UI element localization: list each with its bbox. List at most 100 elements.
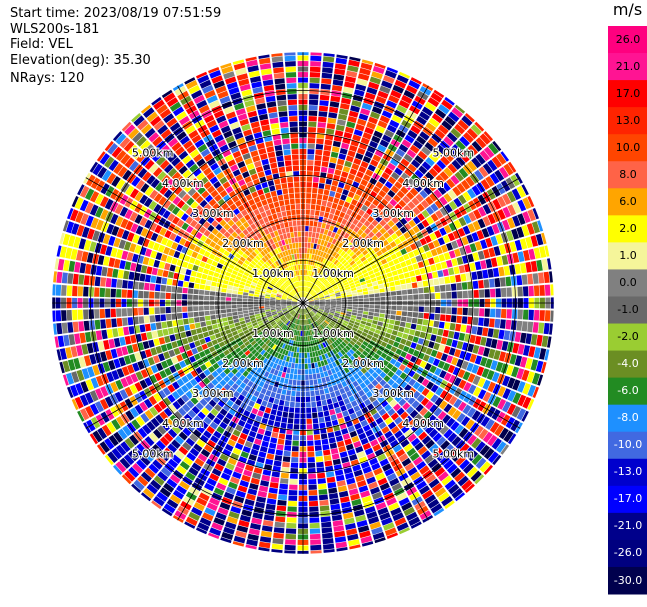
velocity-gate: [315, 327, 319, 333]
velocity-gate: [292, 303, 298, 305]
velocity-gate: [451, 144, 462, 155]
velocity-gate: [134, 404, 144, 415]
velocity-gate: [213, 272, 220, 278]
velocity-gate: [306, 182, 312, 188]
velocity-gate: [238, 519, 250, 528]
velocity-gate: [288, 339, 292, 346]
velocity-gate: [291, 346, 295, 352]
velocity-gate: [492, 198, 502, 210]
velocity-gate: [456, 358, 464, 368]
velocity-gate: [178, 325, 185, 332]
velocity-gate: [290, 322, 294, 328]
velocity-gate: [183, 281, 189, 288]
velocity-gate: [212, 324, 218, 330]
velocity-gate: [255, 315, 261, 320]
velocity-gate: [347, 173, 356, 181]
velocity-gate: [107, 451, 118, 463]
velocity-gate: [223, 231, 231, 239]
velocity-gate: [336, 300, 342, 302]
velocity-gate: [435, 210, 444, 219]
velocity-gate: [299, 308, 302, 314]
velocity-gate: [403, 231, 411, 240]
velocity-gate: [343, 246, 350, 253]
velocity-gate: [442, 329, 449, 338]
velocity-gate: [137, 236, 145, 246]
velocity-gate: [413, 140, 423, 150]
velocity-gate: [377, 507, 389, 516]
velocity-gate: [171, 171, 181, 181]
velocity-gate: [480, 179, 491, 190]
velocity-gate: [260, 275, 267, 280]
velocity-gate: [335, 474, 345, 482]
velocity-gate: [185, 269, 192, 276]
velocity-gate: [500, 151, 510, 162]
velocity-gate: [412, 263, 419, 270]
velocity-gate: [89, 354, 97, 365]
velocity-gate: [272, 403, 279, 410]
velocity-gate: [271, 312, 278, 316]
velocity-gate: [319, 505, 330, 512]
velocity-gate: [368, 290, 374, 295]
velocity-gate: [310, 243, 314, 249]
velocity-gate: [189, 447, 200, 457]
velocity-gate: [532, 386, 539, 398]
velocity-gate: [223, 215, 231, 223]
velocity-gate: [450, 127, 462, 139]
velocity-gate: [114, 204, 124, 215]
velocity-gate: [544, 284, 551, 296]
velocity-gate: [437, 237, 445, 246]
velocity-gate: [418, 306, 424, 312]
velocity-gate: [354, 280, 360, 285]
velocity-gate: [163, 407, 173, 417]
velocity-gate: [294, 407, 300, 413]
velocity-gate: [101, 373, 110, 385]
velocity-gate: [194, 277, 201, 284]
velocity-gate: [309, 517, 320, 523]
velocity-gate: [530, 235, 539, 247]
velocity-gate: [328, 331, 334, 337]
velocity-gate: [310, 283, 314, 288]
velocity-gate: [143, 307, 149, 315]
velocity-gate: [336, 305, 342, 308]
velocity-gate: [176, 306, 182, 313]
velocity-gate: [527, 209, 536, 222]
velocity-gate: [200, 364, 208, 372]
velocity-gate: [329, 190, 336, 197]
velocity-gate: [308, 276, 311, 282]
velocity-gate: [135, 416, 145, 427]
velocity-gate: [456, 341, 464, 350]
velocity-gate: [339, 211, 346, 218]
velocity-gate: [75, 211, 84, 223]
velocity-gate: [361, 394, 368, 402]
velocity-gate: [253, 242, 259, 249]
velocity-gate: [453, 331, 460, 340]
velocity-gate: [198, 492, 210, 502]
velocity-gate: [308, 304, 314, 307]
velocity-gate: [295, 330, 298, 336]
velocity-gate: [271, 322, 277, 327]
velocity-gate: [89, 161, 99, 173]
velocity-gate: [328, 288, 334, 293]
velocity-gate: [233, 283, 240, 288]
velocity-gate: [447, 432, 458, 443]
velocity-gate: [326, 358, 332, 364]
velocity-gate: [160, 307, 166, 314]
velocity-gate: [324, 320, 330, 325]
velocity-gate: [378, 408, 387, 416]
velocity-gate: [451, 107, 463, 118]
velocity-gate: [352, 218, 359, 226]
velocity-gate: [309, 385, 315, 391]
velocity-gate: [290, 468, 298, 474]
velocity-gate: [352, 296, 358, 299]
velocity-gate: [328, 269, 334, 275]
velocity-gate: [320, 433, 328, 440]
velocity-gate: [446, 178, 456, 189]
velocity-gate: [146, 331, 153, 340]
velocity-gate: [347, 448, 356, 456]
velocity-gate: [176, 313, 183, 319]
velocity-gate: [221, 265, 228, 271]
velocity-gate: [145, 230, 154, 240]
velocity-gate: [498, 351, 506, 362]
velocity-gate: [297, 369, 301, 375]
velocity-gate: [272, 538, 284, 545]
